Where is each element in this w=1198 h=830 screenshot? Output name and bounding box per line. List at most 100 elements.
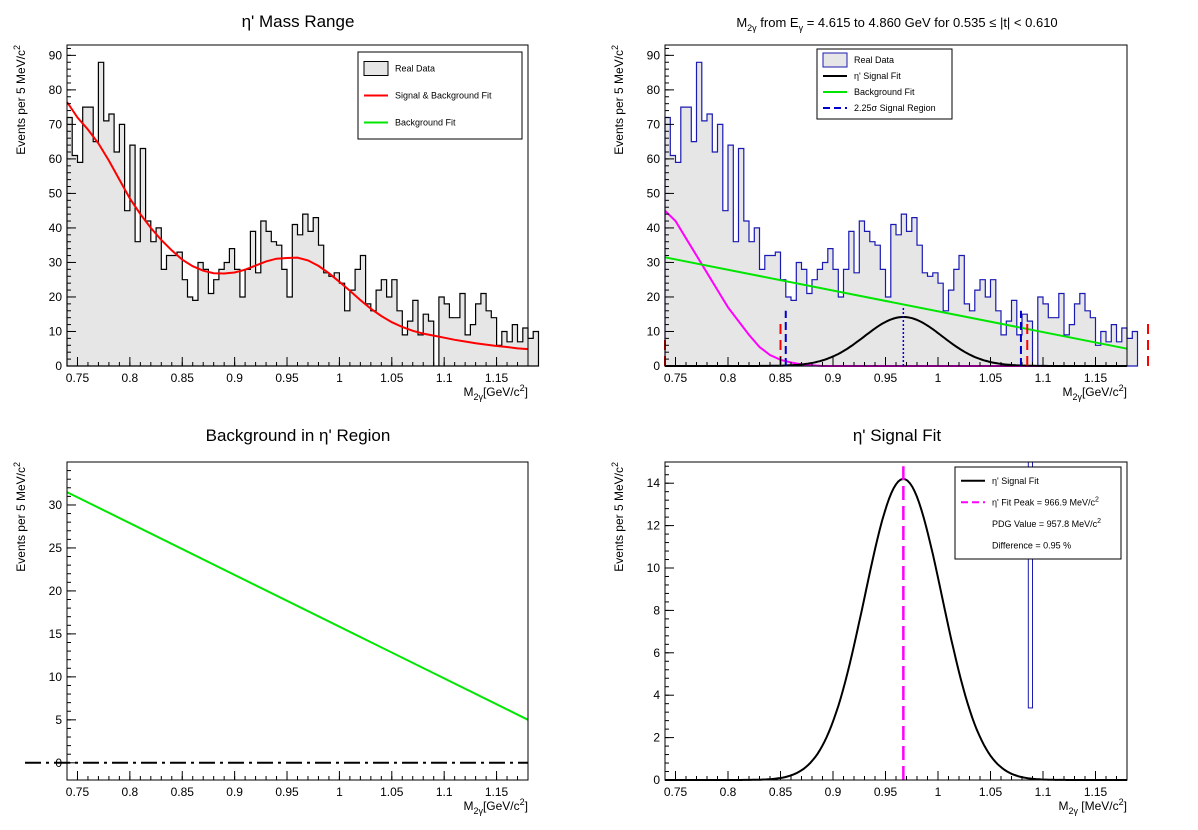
legend-label: 2.25σ Signal Region	[854, 103, 936, 113]
y-tick-label: 8	[653, 603, 660, 617]
x-tick-label: 1.15	[1084, 785, 1108, 799]
panel-4-legend: η' Signal Fit η' Fit Peak = 966.9 MeV/c2 P…	[954, 466, 1122, 560]
y-tick-label: 5	[55, 713, 62, 727]
x-tick-label: 1.1	[436, 371, 453, 385]
x-tick-label: 1.15	[1084, 371, 1108, 385]
y-tick-label: 40	[49, 221, 63, 235]
y-tick-label: 0	[55, 756, 62, 770]
x-tick-label: 0.75	[66, 785, 90, 799]
y-axis-label: Events per 5 MeV/c2	[12, 45, 28, 155]
y-tick-label: 12	[647, 519, 661, 533]
y-tick-label: 40	[647, 221, 661, 235]
x-tick-label: 0.9	[226, 785, 243, 799]
x-tick-label: 0.8	[122, 371, 139, 385]
x-axis-label: M2γ[GeV/c2]	[463, 797, 528, 816]
x-tick-label: 1.15	[485, 371, 509, 385]
x-tick-label: 1	[336, 371, 343, 385]
y-tick-label: 10	[49, 670, 63, 684]
panel-4-axes: 0.75 0.8 0.85 0.9 0.95 1 1.05 1.1 1.15 0 2 4 6 8 10 12 1…	[610, 461, 1128, 816]
legend-label: Signal & Background Fit	[395, 91, 492, 101]
y-tick-label: 80	[647, 83, 661, 97]
y-tick-label: 4	[653, 688, 660, 702]
y-tick-label: 2	[653, 731, 660, 745]
y-tick-label: 25	[49, 541, 63, 555]
legend-label: η' Signal Fit	[854, 71, 901, 81]
x-tick-label: 0.95	[874, 371, 898, 385]
x-tick-label: 0.75	[66, 371, 90, 385]
legend-label: η' Fit Peak = 966.9 MeV/c2	[992, 496, 1099, 507]
x-axis-label: M2γ[GeV/c2]	[463, 383, 528, 402]
y-tick-label: 10	[647, 561, 661, 575]
panel-3-axes: 0.75 0.8 0.85 0.9 0.95 1 1.05 1.1 1.15 0 5 10 15 20 25…	[12, 461, 529, 816]
x-tick-label: 0.75	[664, 371, 688, 385]
x-tick-label: 0.85	[769, 371, 793, 385]
x-tick-label: 1.15	[485, 785, 509, 799]
y-tick-label: 14	[647, 476, 661, 490]
y-tick-label: 80	[49, 83, 63, 97]
y-axis-label: Events per 5 MeV/c2	[610, 462, 626, 572]
signal-background-fit-curve	[66, 101, 529, 351]
x-tick-label: 0.95	[874, 785, 898, 799]
legend-label: Background Fit	[395, 118, 456, 128]
y-tick-label: 30	[647, 255, 661, 269]
x-tick-label: 1.05	[380, 371, 404, 385]
legend-label: Real Data	[854, 55, 894, 65]
y-tick-label: 50	[49, 186, 63, 200]
x-axis-label: M2γ[GeV/c2]	[1062, 383, 1127, 402]
y-tick-label: 6	[653, 646, 660, 660]
real-data-histogram	[664, 61, 1139, 367]
x-tick-label: 1.05	[979, 371, 1003, 385]
x-tick-label: 1	[935, 785, 942, 799]
legend-swatch	[363, 61, 389, 76]
legend-frame	[954, 466, 1122, 560]
real-data-histogram	[66, 61, 540, 367]
legend-swatch	[822, 52, 848, 68]
y-tick-label: 15	[49, 627, 63, 641]
x-tick-label: 0.9	[825, 785, 842, 799]
panel-1-axes: 0.75 0.8 0.85 0.9 0.95 1 1.05 1.1 1.15 0 10 20 30 40 5…	[12, 44, 529, 402]
panel-2-axes: 0.75 0.8 0.85 0.9 0.95 1 1.05 1.1 1.15 0 10 20 30 40 5…	[610, 44, 1128, 402]
y-tick-label: 10	[49, 324, 63, 338]
y-tick-label: 0	[653, 359, 660, 373]
x-tick-label: 1.05	[979, 785, 1003, 799]
x-tick-label: 0.85	[769, 785, 793, 799]
y-tick-label: 20	[49, 584, 63, 598]
y-tick-label: 60	[49, 152, 63, 166]
panel-4-title: η' Signal Fit	[853, 426, 942, 445]
x-tick-label: 1.1	[1035, 371, 1052, 385]
legend-label: Difference = 0.95 %	[992, 540, 1071, 550]
x-tick-label: 0.8	[720, 785, 737, 799]
magenta-fit-curve	[664, 209, 1127, 367]
x-tick-label: 0.95	[275, 371, 299, 385]
legend-label: Background Fit	[854, 87, 915, 97]
x-tick-label: 1.1	[436, 785, 453, 799]
x-tick-label: 0.85	[171, 785, 195, 799]
legend-label: η' Signal Fit	[992, 476, 1039, 486]
y-tick-label: 70	[49, 117, 63, 131]
legend-label: PDG Value = 957.8 MeV/c2	[992, 518, 1101, 529]
y-axis-label: Events per 5 MeV/c2	[610, 45, 626, 155]
y-tick-label: 60	[647, 152, 661, 166]
background-line	[66, 491, 529, 721]
x-tick-label: 0.9	[825, 371, 842, 385]
y-tick-label: 20	[49, 290, 63, 304]
x-tick-label: 0.95	[275, 785, 299, 799]
x-tick-label: 1	[935, 371, 942, 385]
panel-1-legend: Real Data Signal & Background Fit Backgrou…	[357, 51, 523, 140]
y-tick-label: 0	[653, 773, 660, 787]
panel-1-title: η' Mass Range	[242, 12, 355, 31]
y-tick-label: 50	[647, 186, 661, 200]
x-tick-label: 0.9	[226, 371, 243, 385]
y-tick-label: 0	[55, 359, 62, 373]
y-tick-label: 30	[49, 255, 63, 269]
legend-label: Real Data	[395, 64, 435, 74]
y-tick-label: 90	[49, 48, 63, 62]
y-axis-label: Events per 5 MeV/c2	[12, 462, 28, 572]
panel-3-title: Background in η' Region	[206, 426, 391, 445]
y-tick-label: 30	[49, 498, 63, 512]
x-tick-label: 0.8	[720, 371, 737, 385]
y-tick-label: 20	[647, 290, 661, 304]
x-tick-label: 1.1	[1035, 785, 1052, 799]
x-tick-label: 1.05	[380, 785, 404, 799]
